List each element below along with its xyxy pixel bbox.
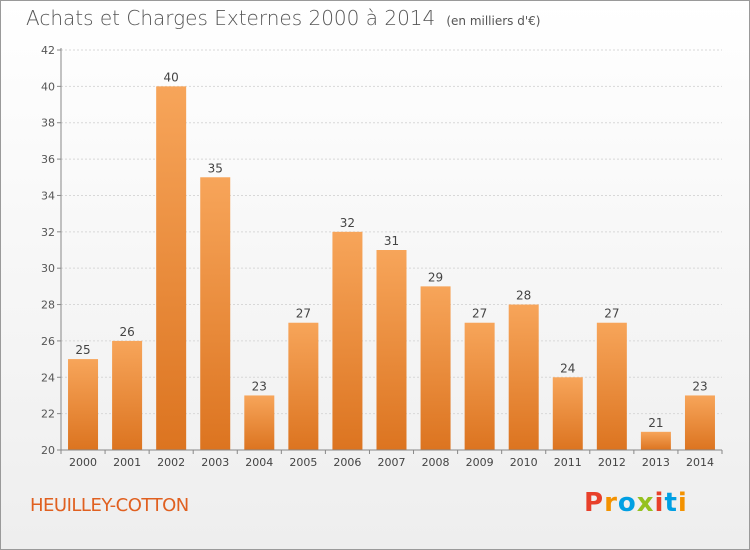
data-label: 28 xyxy=(516,289,531,303)
y-tick-label: 30 xyxy=(41,262,55,275)
bar-2003[interactable] xyxy=(200,177,231,451)
x-tick-label: 2012 xyxy=(598,456,626,469)
bar-2000[interactable] xyxy=(68,359,99,450)
labels: 25 2000 26 2001 40 2002 35 2003 23 2004 27 2005 32 20… xyxy=(69,70,714,469)
place-name: HEUILLEY-COTTON xyxy=(30,495,189,516)
logo-letter: P xyxy=(584,488,605,518)
bar-2002[interactable] xyxy=(156,86,187,450)
logo-letter: x xyxy=(636,488,655,518)
x-tick-label: 2001 xyxy=(113,456,141,469)
bar-2005[interactable] xyxy=(288,322,319,450)
x-tick-label: 2010 xyxy=(510,456,538,469)
chart-title: Achats et Charges Externes 2000 à 2014 (… xyxy=(26,6,540,30)
data-label: 25 xyxy=(75,343,90,357)
y-tick-label: 34 xyxy=(41,189,55,202)
x-tick-label: 2004 xyxy=(245,456,273,469)
x-tick-label: 2007 xyxy=(378,456,406,469)
y-tick-label: 24 xyxy=(41,371,55,384)
bar-2011[interactable] xyxy=(552,377,583,450)
x-tick-label: 2003 xyxy=(201,456,229,469)
y-tick-label: 40 xyxy=(41,80,55,93)
data-label: 24 xyxy=(560,361,575,375)
y-tick-label: 42 xyxy=(41,44,55,57)
axes: 20 22 24 26 28 30 32 34 36 38 40 42 xyxy=(41,44,723,457)
x-tick-label: 2011 xyxy=(554,456,582,469)
y-tick-label: 32 xyxy=(41,226,55,239)
bar-2010[interactable] xyxy=(508,304,539,450)
bar-2004[interactable] xyxy=(244,395,275,450)
bar-2006[interactable] xyxy=(332,231,363,450)
data-label: 23 xyxy=(252,379,267,393)
logo-letter: i xyxy=(654,488,665,518)
logo-letter: r xyxy=(604,488,618,518)
x-tick-label: 2000 xyxy=(69,456,97,469)
y-tick-label: 20 xyxy=(41,444,55,457)
data-label: 21 xyxy=(648,416,663,430)
y-tick-label: 26 xyxy=(41,335,55,348)
data-label: 29 xyxy=(428,270,443,284)
bar-2012[interactable] xyxy=(596,322,627,450)
x-tick-label: 2006 xyxy=(333,456,361,469)
logo-letter: i xyxy=(677,488,688,518)
bars xyxy=(68,86,715,451)
bar-2013[interactable] xyxy=(640,431,671,450)
x-tick-label: 2008 xyxy=(422,456,450,469)
x-tick-label: 2002 xyxy=(157,456,185,469)
y-tick-label: 28 xyxy=(41,299,55,312)
data-label: 32 xyxy=(340,216,355,230)
y-tick-label: 22 xyxy=(41,408,55,421)
logo-letter: o xyxy=(617,488,637,518)
data-label: 27 xyxy=(604,307,619,321)
chart-title-text: Achats et Charges Externes 2000 à 2014 xyxy=(26,6,436,30)
x-tick-label: 2005 xyxy=(289,456,317,469)
proxiti-logo[interactable]: Proxiti xyxy=(584,488,688,518)
x-tick-label: 2013 xyxy=(642,456,670,469)
data-label: 35 xyxy=(208,161,223,175)
y-tick-label: 36 xyxy=(41,153,55,166)
x-tick-label: 2014 xyxy=(686,456,714,469)
bar-2014[interactable] xyxy=(684,395,715,450)
y-tick-label: 38 xyxy=(41,117,55,130)
data-label: 27 xyxy=(296,307,311,321)
chart-unit: (en milliers d'€) xyxy=(446,14,541,28)
bar-2007[interactable] xyxy=(376,250,407,450)
bar-2001[interactable] xyxy=(112,340,143,450)
data-label: 23 xyxy=(692,379,707,393)
logo-letter: t xyxy=(664,488,678,518)
data-label: 40 xyxy=(164,70,179,84)
bar-2009[interactable] xyxy=(464,322,495,450)
bar-2008[interactable] xyxy=(420,286,451,450)
data-label: 27 xyxy=(472,307,487,321)
x-tick-label: 2009 xyxy=(466,456,494,469)
data-label: 31 xyxy=(384,234,399,248)
data-label: 26 xyxy=(119,325,134,339)
